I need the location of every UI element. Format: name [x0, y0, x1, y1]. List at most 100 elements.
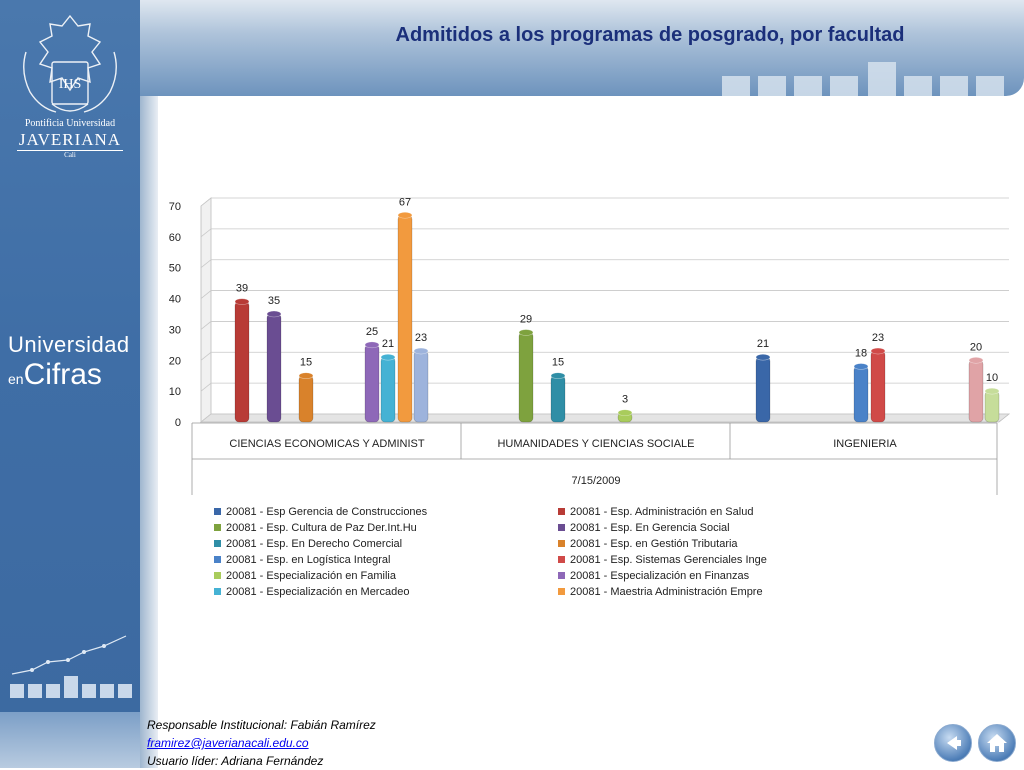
data-label: 35 — [268, 295, 280, 307]
bar — [266, 313, 282, 423]
x-axis-label: 7/15/2009 — [572, 475, 621, 487]
bar — [755, 356, 771, 423]
y-tick-label: 0 — [175, 417, 181, 429]
data-label: 20 — [970, 341, 982, 353]
legend-entry: 20081 - Esp. Cultura de Paz Der.Int.Hu — [226, 522, 417, 534]
footer: Responsable Institucional: Fabián Ramíre… — [147, 716, 376, 770]
legend-swatch — [214, 556, 221, 563]
seal-letters: IHS — [59, 77, 82, 92]
section-line3: Cifras — [23, 358, 102, 391]
y-tick-label: 50 — [169, 263, 181, 275]
bar-top — [984, 387, 1000, 395]
bar-chart: 0 10 20 30 40 50 60 70 39 35 15 25 21 67 23 29 15 3 21 18 23… — [169, 196, 1011, 598]
y-tick-label: 40 — [169, 294, 181, 306]
legend-entry: 20081 - Esp. En Gerencia Social — [570, 522, 730, 534]
legend-entry: 20081 - Esp. En Derecho Comercial — [226, 538, 402, 550]
bar — [870, 350, 886, 423]
gridline — [200, 351, 1009, 361]
slide-title: Admitidos a los programas de posgrado, p… — [395, 24, 905, 46]
legend-swatch — [558, 588, 565, 595]
legend-swatch — [558, 556, 565, 563]
data-label: 18 — [855, 347, 867, 359]
bar-top — [234, 298, 250, 305]
section-line2: en — [8, 371, 24, 387]
back-arrow-icon — [947, 736, 961, 750]
bar-top — [298, 372, 314, 380]
chart-floor — [199, 413, 1011, 423]
data-label: 25 — [366, 326, 378, 338]
legend-entry: 20081 - Maestria Administración Empre — [570, 586, 763, 598]
x-tick-label: INGENIERIA — [833, 438, 897, 450]
university-seal-icon: IHS — [23, 14, 117, 113]
legend-swatch — [214, 572, 221, 579]
data-label: 10 — [986, 372, 998, 384]
bar-top — [853, 363, 869, 370]
bar — [550, 375, 566, 423]
gridline — [200, 382, 1009, 392]
bar-top — [968, 356, 984, 364]
bar — [984, 390, 1000, 423]
bar — [853, 366, 869, 423]
university-line3: Cali — [64, 151, 76, 159]
x-tick-label: CIENCIAS ECONOMICAS Y ADMINIST — [229, 438, 424, 450]
email-link[interactable]: framirez@javerianacali.edu.co — [147, 736, 309, 750]
sidebar-edge — [140, 0, 158, 768]
back-button[interactable] — [934, 724, 972, 762]
home-button[interactable] — [978, 724, 1016, 762]
y-tick-label: 60 — [169, 232, 181, 244]
bar — [234, 301, 250, 423]
bar — [397, 214, 413, 423]
header-bars-decoration — [722, 62, 1004, 96]
legend-entry: 20081 - Esp Gerencia de Construcciones — [226, 506, 428, 518]
bar — [518, 332, 534, 423]
bar-top — [755, 353, 771, 361]
bar-top — [266, 310, 282, 318]
gridline — [200, 197, 1009, 207]
legend-swatch — [558, 508, 565, 515]
y-tick-label: 10 — [169, 386, 181, 398]
leader-text: Usuario líder: Adriana Fernández — [147, 754, 324, 768]
legend-entry: 20081 - Especialización en Mercadeo — [226, 586, 409, 598]
legend-entry: 20081 - Especialización en Familia — [226, 570, 397, 582]
gridline — [200, 413, 1009, 423]
bar-top — [380, 353, 396, 361]
growth-graph-icon — [10, 635, 132, 698]
legend-swatch — [214, 508, 221, 515]
bar — [413, 350, 429, 423]
gridline — [200, 228, 1009, 238]
data-label: 3 — [622, 394, 628, 406]
bar — [298, 375, 314, 423]
bar-top — [364, 341, 380, 349]
bar-top — [617, 409, 633, 417]
bar-top — [870, 347, 886, 355]
y-tick-label: 20 — [169, 355, 181, 367]
y-tick-label: 70 — [169, 201, 181, 213]
legend-swatch — [214, 524, 221, 531]
data-label: 29 — [520, 314, 532, 326]
bar — [380, 356, 396, 423]
chart-side-wall — [200, 197, 212, 423]
gridline — [200, 290, 1009, 299]
section-line1: Universidad — [8, 332, 130, 357]
bar-top — [413, 347, 429, 355]
legend-swatch — [558, 572, 565, 579]
legend-entry: 20081 - Esp. en Gestión Tributaria — [570, 538, 738, 550]
x-tick-label: HUMANIDADES Y CIENCIAS SOCIALE — [497, 438, 694, 450]
data-label: 15 — [300, 357, 312, 369]
legend-entry: 20081 - Esp. en Logística Integral — [226, 554, 391, 566]
chart-panel: 0 10 20 30 40 50 60 70 39 35 15 25 21 67 23 29 15 3 21 18 23… — [159, 189, 1014, 602]
legend-swatch — [558, 524, 565, 531]
legend-swatch — [558, 540, 565, 547]
home-icon — [987, 734, 1007, 752]
legend-entry: 20081 - Esp. Sistemas Gerenciales Inge — [570, 554, 767, 566]
sidebar-decoration — [0, 712, 140, 768]
legend-swatch — [214, 588, 221, 595]
responsible-text: Responsable Institucional: Fabián Ramíre… — [147, 718, 376, 732]
university-line2: JAVERIANA — [16, 130, 124, 151]
data-label: 39 — [236, 283, 248, 295]
gridline — [200, 259, 1009, 269]
university-line1: Pontificia Universidad — [24, 118, 116, 129]
data-label: 67 — [399, 196, 411, 208]
bar — [364, 344, 380, 423]
data-label: 23 — [415, 332, 427, 344]
